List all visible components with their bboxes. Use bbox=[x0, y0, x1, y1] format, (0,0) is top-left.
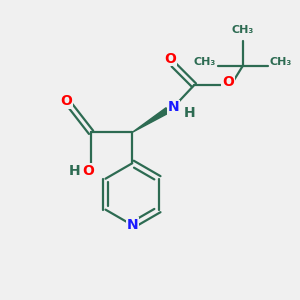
Text: CH₃: CH₃ bbox=[194, 57, 216, 67]
Polygon shape bbox=[132, 108, 169, 132]
Text: CH₃: CH₃ bbox=[232, 25, 254, 35]
Text: O: O bbox=[82, 164, 94, 178]
Text: N: N bbox=[126, 218, 138, 232]
Text: O: O bbox=[165, 52, 176, 66]
Text: O: O bbox=[60, 94, 72, 108]
Text: H: H bbox=[184, 106, 196, 120]
Text: N: N bbox=[168, 100, 179, 114]
Text: H: H bbox=[69, 164, 81, 178]
Text: O: O bbox=[222, 75, 234, 89]
Text: CH₃: CH₃ bbox=[269, 57, 291, 67]
